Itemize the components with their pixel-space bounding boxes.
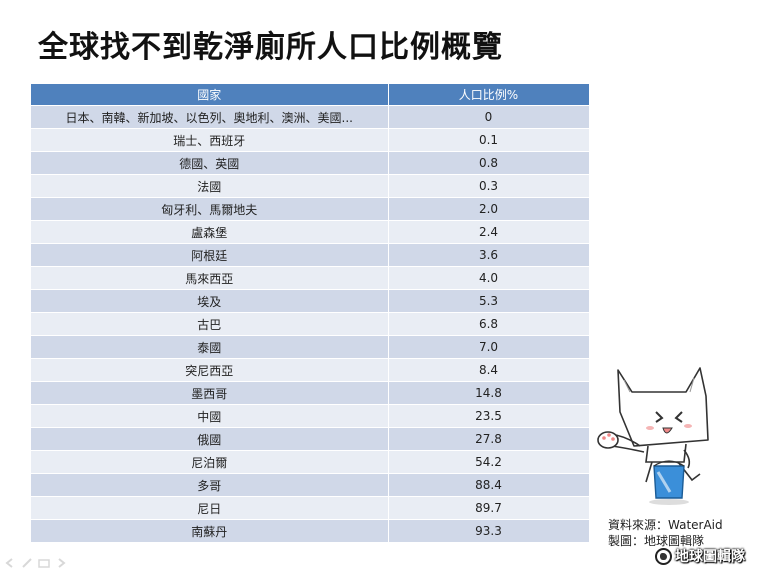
table-row: 埃及 5.3 [31, 289, 590, 313]
page-title: 全球找不到乾淨廁所人口比例概覽 [38, 30, 503, 65]
country-cell: 突尼西亞 [31, 358, 389, 382]
watermark: 地球圖輯隊 [655, 546, 745, 566]
country-cell: 俄國 [31, 427, 389, 451]
watermark-text: 地球圖輯隊 [675, 549, 745, 565]
country-cell: 尼泊爾 [31, 450, 389, 474]
country-cell: 日本、南韓、新加坡、以色列、奧地利、澳洲、美國... [31, 105, 389, 129]
percentage-cell: 88.4 [388, 473, 590, 497]
table-row: 尼日 89.7 [31, 496, 590, 520]
percentage-cell: 2.0 [388, 197, 590, 221]
table-row: 日本、南韓、新加坡、以色列、奧地利、澳洲、美國... 0 [31, 105, 590, 129]
source-credit: 資料來源：WaterAid [608, 518, 723, 532]
percentage-cell: 27.8 [388, 427, 590, 451]
column-header-percentage: 人口比例% [388, 84, 590, 106]
table-row: 尼泊爾 54.2 [31, 450, 590, 474]
table-row: 古巴 6.8 [31, 312, 590, 336]
table-row: 南蘇丹 93.3 [31, 519, 590, 542]
country-cell: 阿根廷 [31, 243, 389, 267]
percentage-cell: 6.8 [388, 312, 590, 336]
country-cell: 泰國 [31, 335, 389, 359]
country-cell: 馬來西亞 [31, 266, 389, 290]
table-row: 法國 0.3 [31, 174, 590, 198]
table-row: 中國 23.5 [31, 404, 590, 428]
percentage-cell: 2.4 [388, 220, 590, 244]
table-row: 多哥 88.4 [31, 473, 590, 497]
percentage-cell: 3.6 [388, 243, 590, 267]
column-header-country: 國家 [31, 84, 389, 106]
country-cell: 瑞士、西班牙 [31, 128, 389, 152]
table-row: 瑞士、西班牙 0.1 [31, 128, 590, 152]
table-header-row: 國家 人口比例% [31, 84, 590, 106]
percentage-cell: 0 [388, 105, 590, 129]
percentage-cell: 54.2 [388, 450, 590, 474]
percentage-cell: 0.3 [388, 174, 590, 198]
table-row: 俄國 27.8 [31, 427, 590, 451]
country-cell: 匈牙利、馬爾地夫 [31, 197, 389, 221]
table-row: 墨西哥 14.8 [31, 381, 590, 405]
table-row: 匈牙利、馬爾地夫 2.0 [31, 197, 590, 221]
country-cell: 盧森堡 [31, 220, 389, 244]
slide-nav [4, 553, 67, 568]
table-row: 德國、英國 0.8 [31, 151, 590, 175]
table-row: 突尼西亞 8.4 [31, 358, 590, 382]
country-cell: 多哥 [31, 473, 389, 497]
country-cell: 埃及 [31, 289, 389, 313]
population-table: 國家 人口比例% 日本、南韓、新加坡、以色列、奧地利、澳洲、美國... 0 瑞士、西… [31, 84, 590, 542]
percentage-cell: 0.1 [388, 128, 590, 152]
credits: 資料來源：WaterAid 製圖：地球圖輯隊 [608, 517, 723, 549]
country-cell: 法國 [31, 174, 389, 198]
table-row: 阿根廷 3.6 [31, 243, 590, 267]
country-cell: 南蘇丹 [31, 519, 389, 542]
percentage-cell: 89.7 [388, 496, 590, 520]
country-cell: 古巴 [31, 312, 389, 336]
table-row: 盧森堡 2.4 [31, 220, 590, 244]
percentage-cell: 0.8 [388, 151, 590, 175]
country-cell: 德國、英國 [31, 151, 389, 175]
percentage-cell: 4.0 [388, 266, 590, 290]
country-cell: 中國 [31, 404, 389, 428]
nav-slides-icon[interactable] [38, 553, 50, 568]
country-cell: 尼日 [31, 496, 389, 520]
table-row: 泰國 7.0 [31, 335, 590, 359]
maker-credit: 製圖：地球圖輯隊 [608, 534, 705, 548]
percentage-cell: 93.3 [388, 519, 590, 542]
nav-forward-icon[interactable] [55, 553, 67, 568]
percentage-cell: 5.3 [388, 289, 590, 313]
nav-pen-icon[interactable] [21, 553, 33, 568]
percentage-cell: 7.0 [388, 335, 590, 359]
percentage-cell: 23.5 [388, 404, 590, 428]
cat-mascot-illustration [597, 367, 709, 505]
percentage-cell: 8.4 [388, 358, 590, 382]
percentage-cell: 14.8 [388, 381, 590, 405]
nav-back-icon[interactable] [4, 553, 16, 568]
globe-icon [655, 547, 672, 565]
country-cell: 墨西哥 [31, 381, 389, 405]
table-row: 馬來西亞 4.0 [31, 266, 590, 290]
